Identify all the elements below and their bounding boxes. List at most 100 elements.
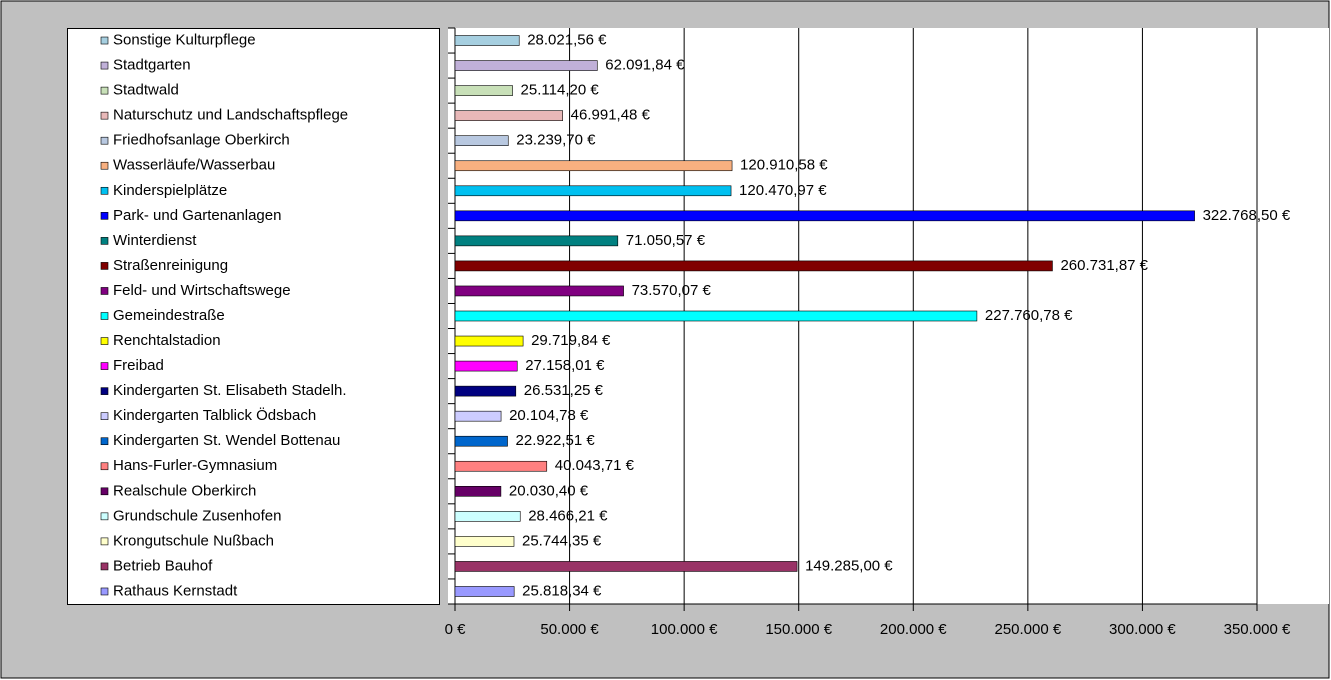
value-label: 40.043,71 € [555,457,635,474]
x-tick-label: 250.000 € [994,621,1061,638]
legend-swatch [100,287,109,295]
value-label: 120.470,97 € [739,182,827,199]
legend-swatch [100,412,109,420]
value-label: 26.531,25 € [524,382,604,399]
bar [454,110,563,121]
value-label: 227.760,78 € [985,307,1073,324]
bar [454,160,733,172]
bar [454,460,548,472]
bar [454,185,732,197]
value-label: 71.050,57 € [626,232,706,249]
legend-swatch [100,136,109,145]
legend-label: Sonstige Kulturpflege [113,31,256,48]
legend-swatch [100,462,109,471]
bar [454,360,518,372]
bar [454,435,508,447]
legend-label: Kindergarten St. Elisabeth Stadelh. [113,382,346,399]
legend-label: Kindergarten Talblick Ödsbach [113,406,316,424]
value-label: 20.030,40 € [509,482,589,499]
value-label: 25.114,20 € [521,82,600,99]
legend-swatch [100,362,109,370]
bar [454,586,515,597]
value-label: 46.991,48 € [571,107,651,124]
legend-label: Betrieb Bauhof [113,557,213,574]
value-label: 260.731,87 € [1060,257,1148,274]
bar [454,85,513,96]
bar [454,536,515,547]
bar [454,561,798,572]
legend-swatch [100,212,109,220]
x-tick-label: 300.000 € [1109,621,1176,638]
value-label: 322.768,50 € [1203,207,1291,224]
legend-label: Freibad [113,357,164,374]
x-tick-label: 50.000 € [540,621,599,638]
legend-swatch [100,237,109,245]
legend-swatch [100,86,109,95]
legend-label: Grundschule Zusenhofen [113,507,281,524]
legend-swatch [100,111,109,120]
x-tick-label: 150.000 € [765,621,832,638]
legend-swatch [100,537,109,546]
value-label: 29.719,84 € [531,332,611,349]
legend-label: Realschule Oberkirch [113,482,256,499]
legend-swatch [100,36,109,45]
legend-swatch [100,437,109,446]
bar [454,285,624,297]
legend-label: Renchtalstadion [113,332,221,349]
bar [454,235,619,247]
bar [454,511,521,522]
bar [454,210,1195,222]
legend-swatch [100,562,109,571]
bar [454,60,598,71]
bar [454,310,978,322]
value-label: 73.570,07 € [632,282,712,299]
legend-swatch [100,587,109,596]
value-label: 25.744,35 € [522,532,602,549]
x-tick-label: 100.000 € [651,621,718,638]
bar [454,135,509,146]
value-label: 62.091,84 € [605,57,685,74]
legend-swatch [100,487,109,496]
bar [454,260,1053,272]
legend-label: Stadtwald [113,82,179,99]
legend-label: Hans-Furler-Gymnasium [113,457,277,474]
legend-label: Rathaus Kernstadt [113,582,238,599]
value-label: 27.158,01 € [525,357,605,374]
legend-label: Wasserläufe/Wasserbau [113,157,275,174]
x-tick-label: 0 € [445,621,467,638]
bar [454,486,502,497]
legend-label: Feld- und Wirtschaftswege [113,282,291,299]
legend-swatch [100,387,109,395]
value-label: 149.285,00 € [805,557,893,574]
value-label: 28.466,21 € [528,507,608,524]
value-label: 22.922,51 € [516,432,596,449]
bar [454,335,524,347]
legend-label: Naturschutz und Landschaftspflege [113,107,348,124]
legend-swatch [100,186,109,195]
legend-box [67,28,440,605]
legend-swatch [100,161,109,170]
legend-label: Winterdienst [113,232,197,249]
x-tick-label: 200.000 € [880,621,947,638]
value-label: 20.104,78 € [509,407,589,424]
x-tick-label: 350.000 € [1224,621,1291,638]
legend-swatch [100,61,109,70]
legend-label: Straßenreinigung [113,257,228,274]
legend-label: Kindergarten St. Wendel Bottenau [113,432,340,449]
bar [454,35,520,46]
bar [454,385,517,397]
value-label: 120.910,58 € [740,157,828,174]
legend-swatch [100,337,109,345]
legend-label: Kinderspielplätze [113,182,227,199]
legend-label: Gemeindestraße [113,307,225,324]
legend-label: Friedhofsanlage Oberkirch [113,132,290,149]
value-label: 23.239,70 € [516,132,596,149]
legend-swatch [100,512,109,521]
legend-swatch [100,312,109,320]
value-label: 28.021,56 € [527,31,607,48]
bar [454,410,502,422]
value-label: 25.818,34 € [522,582,602,599]
legend-label: Park- und Gartenanlagen [113,207,281,224]
legend-label: Krongutschule Nußbach [113,532,274,549]
